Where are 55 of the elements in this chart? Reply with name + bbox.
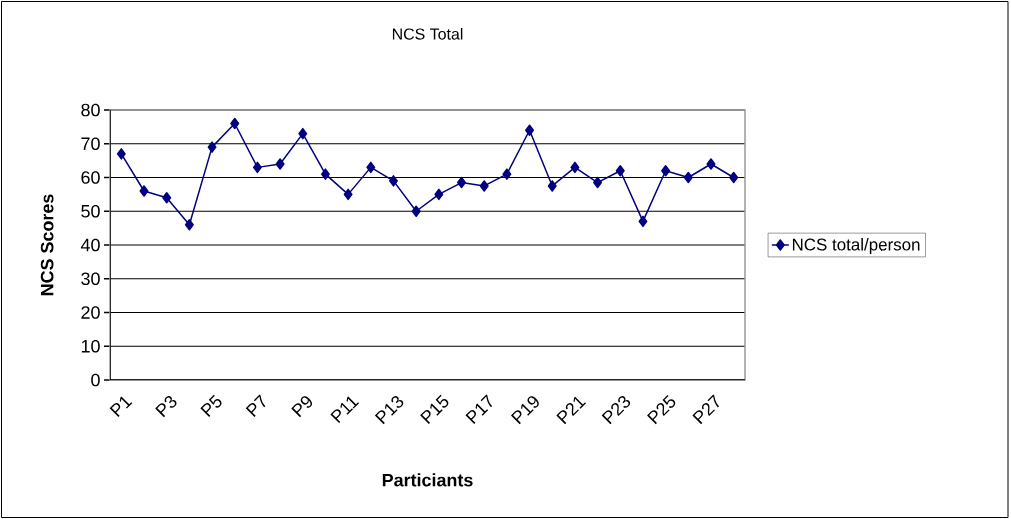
y-axis-title: NCS Scores	[40, 194, 54, 296]
y-tick-label: 20	[81, 306, 100, 319]
point	[729, 171, 739, 184]
point	[547, 180, 557, 192]
x-tick-label: P23	[601, 395, 631, 425]
point	[366, 161, 376, 174]
legend-label: NCS total/person	[792, 238, 920, 254]
point	[320, 168, 330, 180]
point	[525, 124, 535, 136]
x-tick-label: P13	[374, 395, 404, 425]
y-tick-label: 0	[91, 373, 100, 387]
x-tick-label: P21	[556, 396, 586, 425]
x-tick-label: P15	[420, 394, 449, 425]
point	[252, 161, 262, 174]
y-tick-label: 30	[81, 272, 100, 286]
point	[479, 180, 489, 192]
chart-title: NCS Total	[392, 27, 463, 40]
point	[570, 161, 580, 174]
y-tick-label: 80	[81, 103, 100, 117]
point	[706, 158, 716, 170]
x-tick-label: P11	[330, 396, 360, 424]
point	[593, 176, 603, 189]
y-tick-label: 50	[81, 204, 100, 218]
point	[298, 127, 308, 140]
point	[230, 117, 240, 130]
point	[683, 171, 693, 184]
x-tick-label: P5	[200, 394, 222, 418]
point	[116, 148, 126, 160]
x-tick-label: P7	[245, 394, 266, 418]
x-tick-label: P9	[291, 396, 313, 418]
x-tick-label: P19	[510, 396, 539, 425]
point	[275, 158, 285, 170]
y-tick-label: 10	[81, 339, 100, 353]
point	[411, 205, 421, 217]
y-tick-label: 60	[81, 171, 100, 184]
x-tick-label: P3	[155, 395, 177, 418]
point	[502, 168, 512, 180]
point	[162, 192, 172, 204]
point	[638, 215, 648, 228]
x-axis-title: Particiants	[382, 473, 473, 487]
point	[457, 176, 467, 189]
point	[388, 175, 398, 187]
y-tick-label: 40	[80, 238, 100, 252]
y-tick-label: 70	[81, 137, 100, 151]
point	[343, 188, 353, 201]
point	[615, 165, 625, 177]
point	[184, 219, 194, 231]
point	[207, 141, 217, 153]
x-tick-label: P25	[647, 394, 676, 425]
x-tick-label: P17	[465, 394, 493, 425]
x-tick-label: P27	[692, 394, 720, 425]
point	[661, 165, 671, 177]
point	[434, 188, 444, 201]
x-tick-label: P1	[109, 396, 133, 418]
point	[139, 185, 149, 197]
